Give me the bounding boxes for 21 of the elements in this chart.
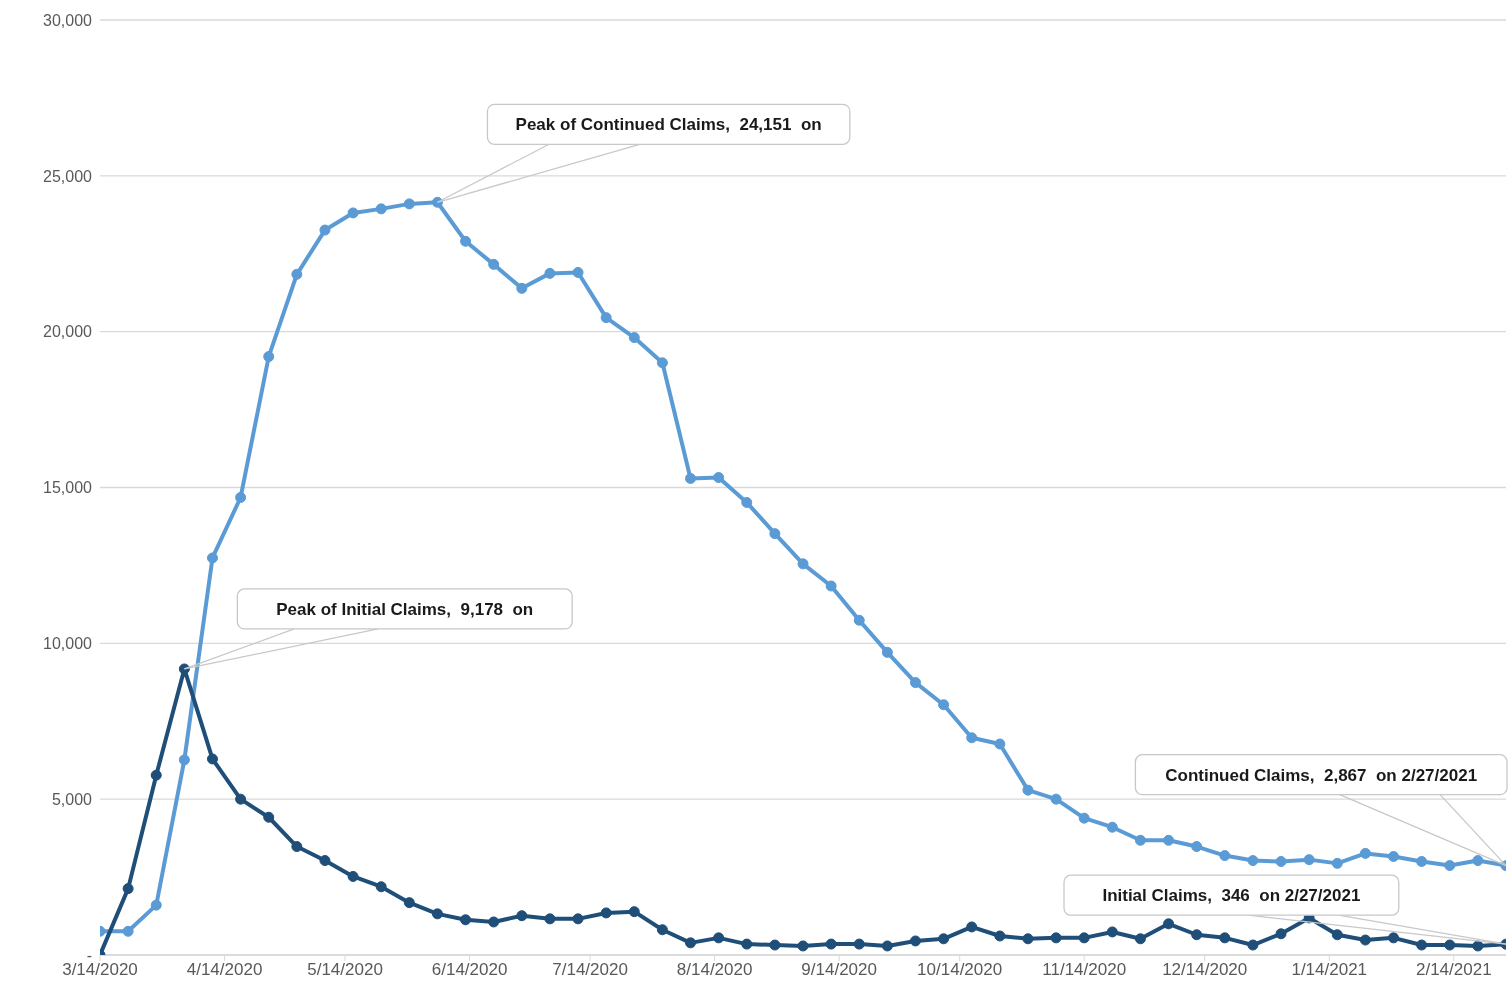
- annotation: Peak of Initial Claims, 9,178 on: [276, 599, 534, 619]
- annotation: Peak of Continued Claims, 24,151 on: [515, 115, 822, 135]
- x-tick-label: 11/14/2020: [1042, 960, 1127, 980]
- x-tick-label: 2/14/2021: [1415, 960, 1492, 980]
- annotation: Initial Claims, 346 on 2/27/2021: [1102, 886, 1361, 906]
- annotation: Continued Claims, 2,867 on 2/27/2021: [1165, 765, 1478, 785]
- y-tick-label: 5,000: [51, 790, 93, 808]
- y-tick-label: 15,000: [43, 479, 93, 497]
- x-tick-label: 12/14/2020: [1162, 960, 1248, 980]
- y-tick-label: 20,000: [43, 323, 93, 341]
- y-tick-label: 25,000: [43, 167, 93, 185]
- x-tick-label: 6/14/2020: [431, 960, 508, 980]
- y-tick-label: 10,000: [43, 635, 93, 653]
- x-tick-label: 4/14/2020: [186, 960, 263, 980]
- x-tick-label: 7/14/2020: [552, 960, 628, 980]
- x-tick-label: 10/14/2020: [917, 960, 1003, 980]
- x-tick-label: 5/14/2020: [307, 960, 383, 980]
- x-tick-label: 9/14/2020: [801, 960, 877, 980]
- x-tick-label: 1/14/2021: [1291, 960, 1368, 980]
- x-tick-label: 8/14/2020: [676, 960, 753, 980]
- y-tick-label: 30,000: [43, 11, 93, 29]
